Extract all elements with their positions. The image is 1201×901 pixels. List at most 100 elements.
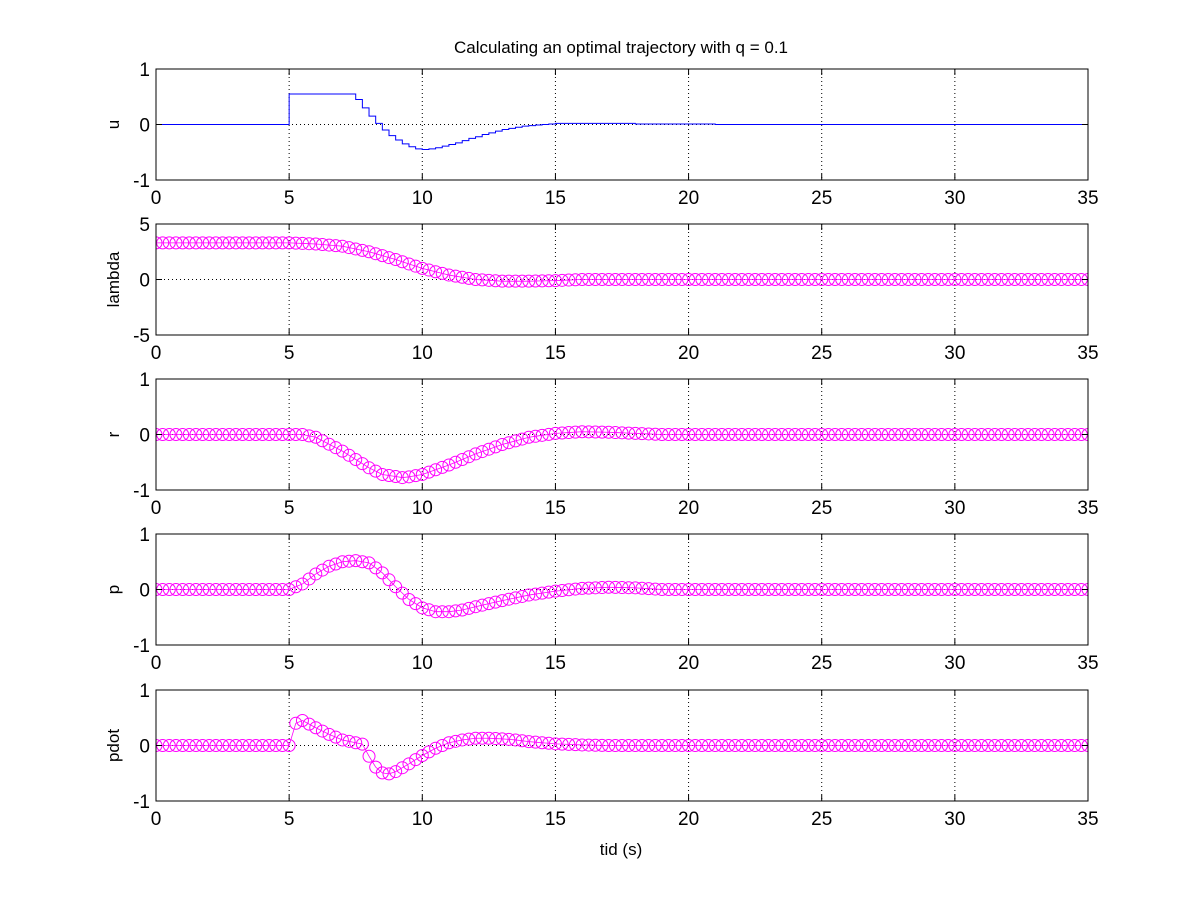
data-point-r <box>1014 428 1028 441</box>
data-point-p <box>642 582 656 596</box>
data-point-r <box>415 467 429 481</box>
data-point-p <box>615 581 629 595</box>
data-point-r <box>848 428 862 441</box>
data-point-lambda <box>801 273 815 286</box>
data-point-pdot <box>682 739 696 752</box>
data-point-r <box>828 428 842 441</box>
data-point-lambda <box>189 236 203 250</box>
data-point-pdot <box>322 727 336 741</box>
data-point-r <box>808 428 822 441</box>
data-point-lambda <box>981 273 995 286</box>
data-point-pdot <box>482 731 496 745</box>
data-point-p <box>781 583 795 596</box>
data-point-p <box>888 583 902 596</box>
data-point-lambda <box>582 273 596 286</box>
data-point-pdot <box>409 753 423 767</box>
data-point-r <box>182 428 196 441</box>
data-point-p <box>1041 583 1055 596</box>
data-point-p <box>535 586 549 600</box>
data-point-lambda <box>841 273 855 286</box>
data-point-r <box>968 428 982 441</box>
x-tick-label: 10 <box>412 498 433 519</box>
data-point-lambda <box>948 273 962 286</box>
data-point-r <box>642 427 656 441</box>
x-tick-label: 0 <box>151 498 162 519</box>
data-point-pdot <box>908 739 922 752</box>
x-tick-label: 5 <box>284 809 295 830</box>
data-point-p <box>162 583 176 596</box>
data-point-pdot <box>655 739 669 752</box>
data-point-pdot <box>722 739 736 752</box>
data-point-r <box>1028 428 1042 441</box>
data-point-pdot <box>695 739 709 752</box>
data-point-p <box>908 583 922 596</box>
y-axis-label: r <box>104 431 123 437</box>
data-point-pdot <box>588 738 602 752</box>
data-point-p <box>429 605 443 619</box>
data-point-r <box>668 428 682 441</box>
data-point-r <box>1061 428 1075 441</box>
data-point-lambda <box>974 273 988 286</box>
data-point-lambda <box>735 273 749 286</box>
data-point-pdot <box>355 737 369 751</box>
data-point-p <box>695 583 709 596</box>
data-point-p <box>375 566 389 580</box>
data-point-lambda <box>615 273 629 286</box>
data-point-r <box>375 467 389 481</box>
data-point-r <box>542 427 556 441</box>
data-point-pdot <box>495 732 509 746</box>
data-point-lambda <box>728 273 742 286</box>
data-point-r <box>928 428 942 441</box>
data-point-r <box>382 469 396 482</box>
data-point-lambda <box>628 273 642 286</box>
x-tick-label: 10 <box>412 343 433 364</box>
data-point-pdot <box>994 739 1008 752</box>
data-point-r <box>728 428 742 441</box>
y-tick-label: 0 <box>139 581 150 602</box>
data-point-p <box>369 561 383 575</box>
data-point-lambda <box>828 273 842 286</box>
data-point-p <box>169 583 183 596</box>
data-point-r <box>901 428 915 441</box>
data-point-lambda <box>422 263 436 277</box>
data-point-r <box>761 428 775 441</box>
y-axis-label: lambda <box>104 251 123 307</box>
data-point-r <box>715 428 729 441</box>
data-point-p <box>788 583 802 596</box>
data-point-lambda <box>935 273 949 286</box>
data-point-pdot <box>275 739 289 752</box>
data-point-pdot <box>189 739 203 752</box>
data-point-lambda <box>1061 273 1075 286</box>
data-point-pdot <box>342 734 356 748</box>
data-point-pdot <box>209 739 223 752</box>
data-point-pdot <box>315 724 329 738</box>
data-point-lambda <box>1021 273 1035 286</box>
data-point-p <box>269 583 283 596</box>
data-point-r <box>389 470 403 484</box>
data-point-lambda <box>156 236 163 250</box>
x-tick-label: 25 <box>811 188 832 209</box>
series-line-u <box>156 93 1088 150</box>
data-point-r <box>582 425 596 439</box>
data-point-pdot <box>256 739 270 752</box>
x-tick-label: 15 <box>545 498 566 519</box>
data-point-pdot <box>635 739 649 752</box>
x-tick-label: 15 <box>545 809 566 830</box>
data-point-lambda <box>249 236 263 250</box>
data-point-pdot <box>915 739 929 752</box>
data-point-lambda <box>335 239 349 253</box>
data-point-lambda <box>941 273 955 286</box>
data-point-p <box>1061 583 1075 596</box>
data-point-lambda <box>455 270 469 284</box>
data-point-r <box>741 428 755 441</box>
data-point-p <box>349 554 363 568</box>
data-point-p <box>528 587 542 601</box>
data-point-lambda <box>1034 273 1048 286</box>
data-point-p <box>735 583 749 596</box>
data-point-r <box>855 428 869 441</box>
data-point-pdot <box>249 739 263 752</box>
y-tick-label: 0 <box>139 116 150 137</box>
data-point-lambda <box>309 237 323 251</box>
data-point-r <box>209 428 223 441</box>
data-point-pdot <box>402 757 416 771</box>
